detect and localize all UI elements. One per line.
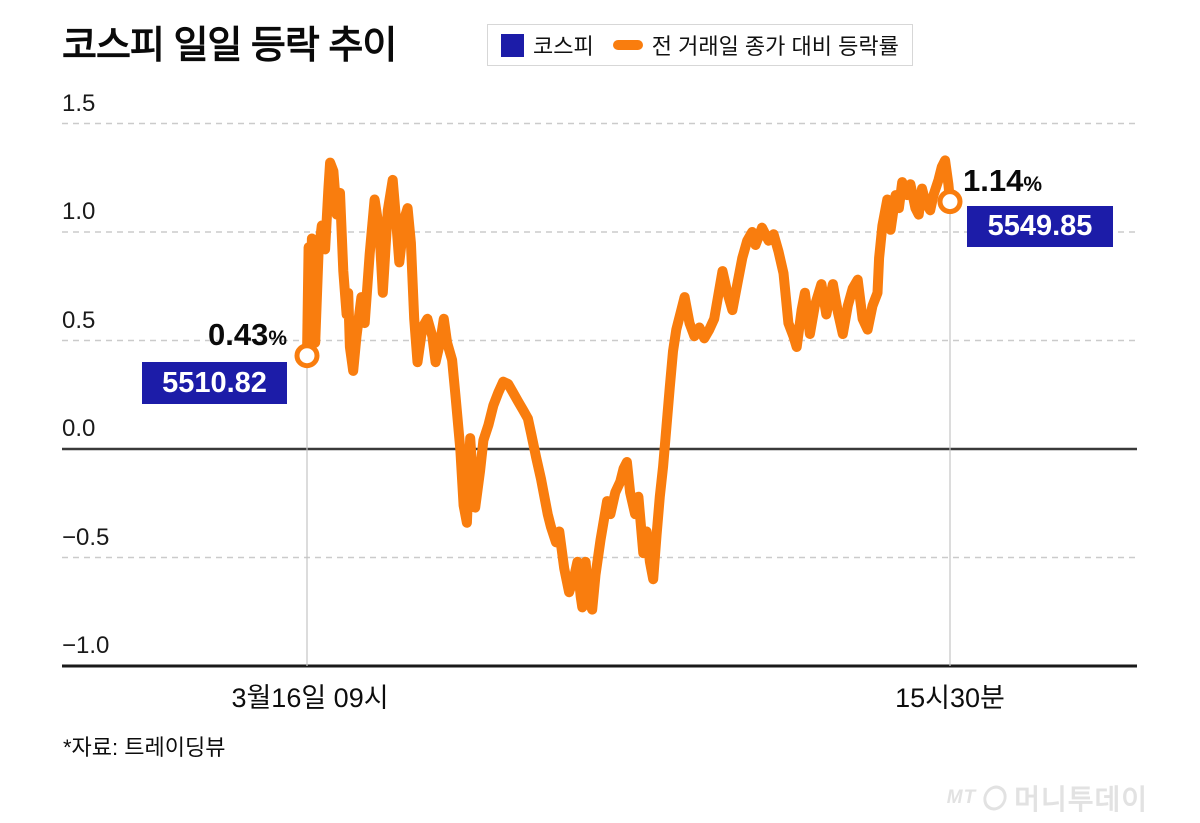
kospi-swatch-icon <box>501 33 524 57</box>
end-pct-label: 1.14% <box>963 163 1042 199</box>
moneytoday-ring-icon <box>981 782 1009 814</box>
y-tick-label: −0.5 <box>62 523 110 551</box>
y-tick-label: 1.0 <box>62 198 96 225</box>
start-pct-label: 0.43% <box>208 317 287 353</box>
y-tick-label: −1.0 <box>62 632 110 659</box>
end-pct-value: 1.14 <box>963 163 1024 198</box>
page-title: 코스피 일일 등락 추이 <box>62 25 397 67</box>
rate-line-swatch-icon <box>612 40 643 50</box>
moneytoday-logo: MT 머니투데이 <box>947 778 1148 818</box>
y-tick-label: 0.5 <box>62 306 96 334</box>
legend-rate-label: 전 거래일 종가 대비 등락률 <box>651 34 899 59</box>
end-marker <box>937 189 963 215</box>
start-price-badge: 5510.82 <box>142 362 287 404</box>
mt-logo-text: MT <box>946 787 977 808</box>
y-tick-label: 1.5 <box>62 89 96 117</box>
start-pct-percent-sign: % <box>268 327 288 350</box>
moneytoday-name: 머니투데이 <box>1014 784 1148 815</box>
source-note: *자료: 트레이딩뷰 <box>63 735 226 760</box>
start-pct-value: 0.43 <box>208 317 269 352</box>
legend-kospi-label: 코스피 <box>533 34 594 59</box>
price-line <box>302 155 955 615</box>
y-tick-label: 0.0 <box>62 415 96 442</box>
x-tick-session-end: 15시30분 <box>895 683 1005 713</box>
chart-legend: 코스피 전 거래일 종가 대비 등락률 <box>487 24 913 66</box>
x-tick-session-start: 3월16일 09시 <box>231 683 389 713</box>
end-pct-percent-sign: % <box>1023 173 1043 196</box>
end-price-badge: 5549.85 <box>967 206 1113 247</box>
start-marker <box>294 343 320 369</box>
